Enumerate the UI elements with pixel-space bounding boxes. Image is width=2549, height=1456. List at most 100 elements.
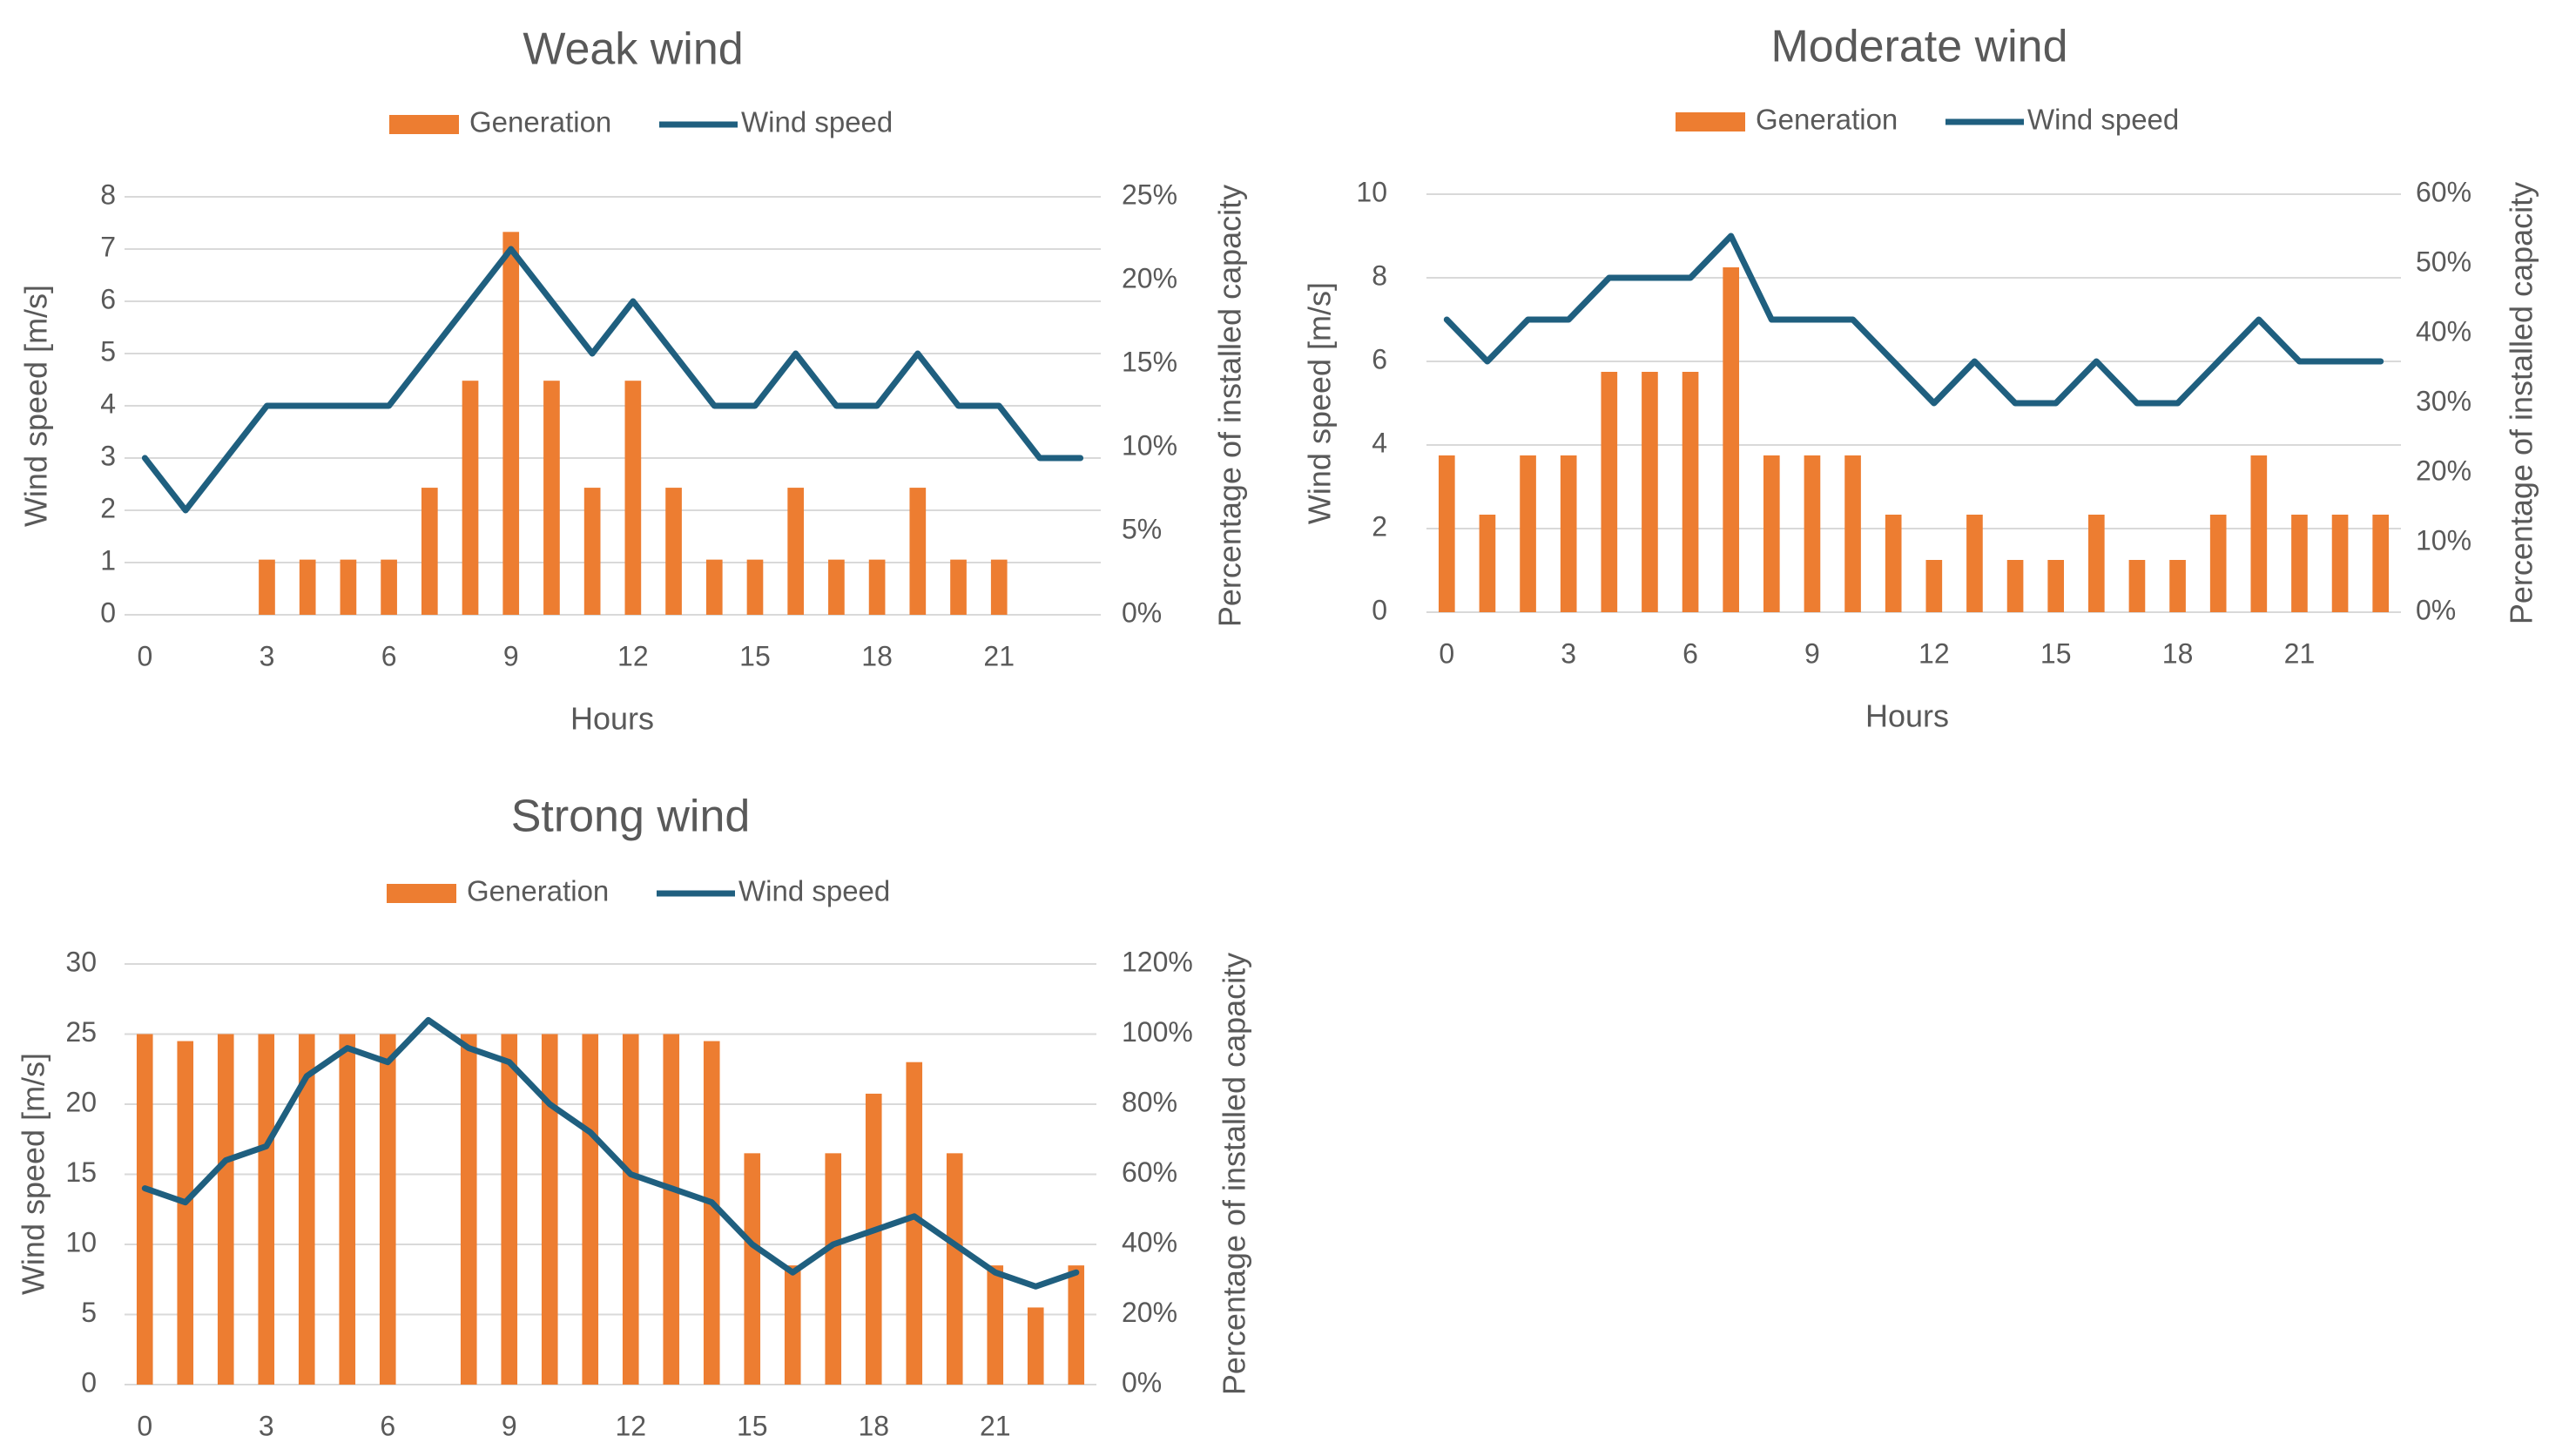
x-tick-label: 3 bbox=[1561, 637, 1576, 669]
x-tick-label: 12 bbox=[617, 640, 649, 671]
generation-bar bbox=[946, 1153, 963, 1385]
legend: Generation Wind speed bbox=[1676, 104, 2179, 136]
y-tick-label: 0 bbox=[100, 597, 116, 628]
wind-speed-point bbox=[711, 1201, 713, 1203]
y2-tick-label: 15% bbox=[1122, 346, 1177, 377]
wind-speed-point bbox=[835, 405, 838, 407]
generation-bar bbox=[909, 488, 927, 615]
x-tick-label: 21 bbox=[983, 640, 1015, 671]
y-tick-label: 7 bbox=[100, 231, 116, 262]
generation-bar bbox=[2291, 515, 2308, 612]
y-tick-label: 2 bbox=[1372, 510, 1387, 542]
y2-tick-label: 10% bbox=[1122, 429, 1177, 461]
y-tick-label: 8 bbox=[1372, 260, 1387, 291]
generation-bar bbox=[825, 1153, 842, 1385]
y2-tick-label: 10% bbox=[2416, 524, 2471, 556]
generation-bar bbox=[541, 1034, 558, 1385]
y2-tick-label: 30% bbox=[2416, 385, 2471, 416]
wind-speed-point bbox=[998, 405, 1001, 407]
generation-bar bbox=[462, 381, 479, 615]
y2-tick-label: 80% bbox=[1122, 1086, 1177, 1117]
y-tick-label: 0 bbox=[81, 1366, 97, 1398]
generation-bar bbox=[1479, 515, 1496, 612]
wind-speed-line bbox=[141, 1016, 1080, 1290]
generation-bar bbox=[2250, 455, 2268, 612]
legend: Generation Wind speed bbox=[387, 875, 890, 907]
y2-tick-label: 0% bbox=[1122, 1366, 1162, 1398]
x-tick-label: 0 bbox=[137, 1410, 152, 1441]
x-tick-label: 12 bbox=[615, 1410, 646, 1441]
x-tick-label: 6 bbox=[380, 1410, 395, 1441]
wind-speed-point bbox=[1527, 319, 1529, 320]
y-tick-label: 4 bbox=[1372, 427, 1387, 458]
generation-bar bbox=[1966, 515, 1983, 612]
generation-bar bbox=[136, 1034, 153, 1385]
generation-bar bbox=[340, 559, 357, 615]
y-tick-label: 15 bbox=[65, 1156, 97, 1188]
x-tick-label: 15 bbox=[2040, 637, 2072, 669]
wind-speed-point bbox=[2054, 402, 2057, 404]
legend-swatch-generation bbox=[387, 884, 456, 903]
wind-speed-point bbox=[1689, 277, 1692, 279]
x-tick-label: 18 bbox=[861, 640, 893, 671]
wind-speed-point bbox=[1486, 361, 1488, 362]
generation-bar bbox=[865, 1093, 882, 1385]
y2-tick-label: 50% bbox=[2416, 246, 2471, 277]
generation-bar bbox=[1804, 455, 1821, 612]
wind-speed-point bbox=[2176, 402, 2179, 404]
x-tick-label: 18 bbox=[2162, 637, 2194, 669]
wind-speed-point bbox=[792, 1271, 794, 1274]
y2-tick-label: 60% bbox=[2416, 176, 2471, 207]
wind-speed-point bbox=[1608, 277, 1610, 279]
x-tick-label: 12 bbox=[1918, 637, 1950, 669]
generation-bar bbox=[663, 1034, 680, 1385]
y-tick-label: 10 bbox=[1356, 176, 1387, 207]
wind-speed-point bbox=[751, 1244, 753, 1245]
wind-speed-point bbox=[954, 1244, 956, 1245]
y2-axis-title: Percentage of installed capacity bbox=[1212, 185, 1248, 627]
wind-speed-line bbox=[141, 246, 1084, 514]
wind-speed-point bbox=[144, 457, 146, 459]
y-axis-title: Wind speed [m/s] bbox=[16, 1053, 51, 1295]
generation-bar bbox=[1027, 1307, 1044, 1385]
generation-bar bbox=[828, 559, 845, 615]
wind-speed-point bbox=[469, 300, 472, 302]
wind-speed-point bbox=[1932, 402, 1935, 404]
generation-bar bbox=[787, 488, 805, 615]
generation-bar bbox=[217, 1034, 234, 1385]
wind-speed-point bbox=[306, 1075, 308, 1077]
generation-bar bbox=[379, 1034, 396, 1385]
wind-speed-point bbox=[346, 1047, 348, 1049]
y2-tick-label: 20% bbox=[1122, 1297, 1177, 1328]
generation-bar bbox=[950, 559, 967, 615]
generation-bar bbox=[665, 488, 682, 615]
wind-speed-point bbox=[388, 405, 390, 407]
y-tick-label: 0 bbox=[1372, 594, 1387, 625]
wind-speed-point bbox=[225, 457, 227, 459]
x-tick-label: 9 bbox=[502, 1410, 517, 1441]
generation-bar bbox=[299, 559, 316, 615]
wind-speed-point bbox=[1851, 319, 1854, 320]
generation-bar bbox=[381, 559, 397, 615]
generation-bar bbox=[703, 1041, 720, 1385]
generation-bar bbox=[259, 559, 275, 615]
x-tick-label: 15 bbox=[737, 1410, 768, 1441]
y2-axis-title: Percentage of installed capacity bbox=[2504, 182, 2539, 624]
y-tick-label: 5 bbox=[81, 1297, 97, 1328]
y-tick-label: 1 bbox=[100, 544, 116, 576]
generation-bar bbox=[2372, 515, 2390, 612]
legend-swatch-generation bbox=[1676, 112, 1745, 131]
y-tick-label: 10 bbox=[65, 1226, 97, 1257]
y-tick-label: 20 bbox=[65, 1086, 97, 1117]
generation-bar bbox=[624, 381, 642, 615]
generation-bar bbox=[1601, 372, 1618, 612]
x-tick-label: 21 bbox=[980, 1410, 1011, 1441]
wind-speed-point bbox=[225, 1159, 227, 1162]
wind-speed-point bbox=[794, 353, 797, 354]
wind-speed-point bbox=[670, 1187, 672, 1190]
legend-swatch-generation bbox=[389, 115, 459, 134]
x-tick-label: 0 bbox=[1439, 637, 1454, 669]
x-tick-label: 3 bbox=[259, 1410, 274, 1441]
wind-speed-point bbox=[589, 1131, 591, 1134]
